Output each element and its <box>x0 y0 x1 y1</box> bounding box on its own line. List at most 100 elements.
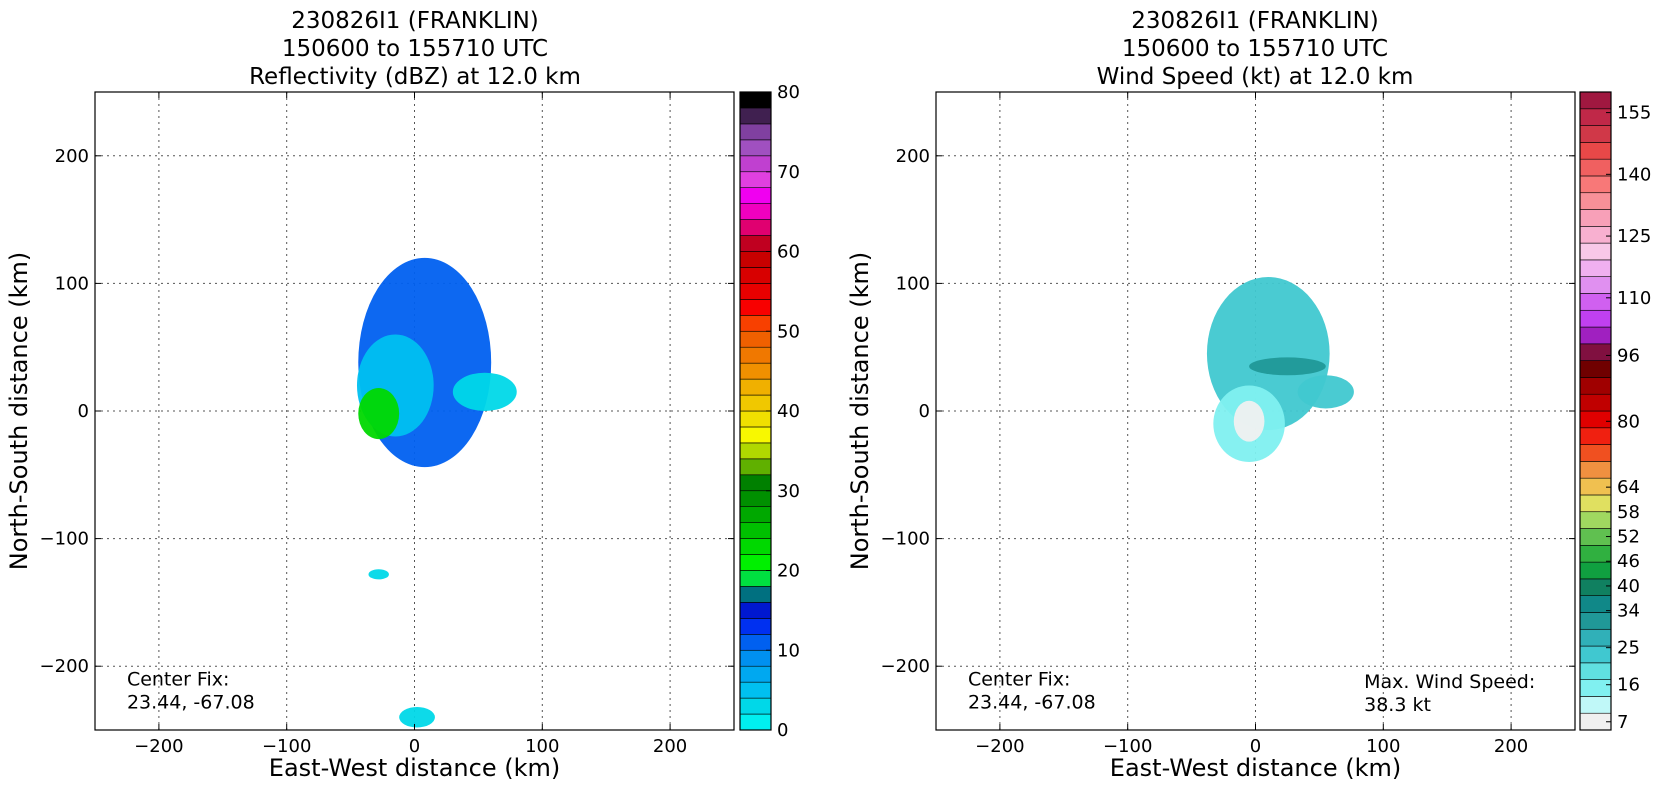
colorbar-segment-14 <box>739 490 772 507</box>
annotation-0-line-1: 23.44, -67.08 <box>127 691 255 713</box>
chart-panel-1: 230826I1 (FRANKLIN)150600 to 155710 UTCR… <box>5 8 800 782</box>
y-tick-label-2: 0 <box>78 401 89 422</box>
colorbar-segment-18 <box>739 426 772 444</box>
colorbar-segment-2 <box>1579 679 1612 697</box>
colorbar-segment-12 <box>1579 511 1612 529</box>
colorbar-segment-21 <box>739 378 772 396</box>
colorbar-segment-24 <box>1579 309 1612 328</box>
colorbar-segment-36 <box>739 139 772 157</box>
y-tick-label-4: 200 <box>55 146 89 167</box>
colorbar-tick-label-2: 20 <box>777 561 800 582</box>
y-tick-label-3: 100 <box>896 273 930 294</box>
colorbar-segment-27 <box>1579 259 1612 277</box>
colorbar-segment-6 <box>1579 612 1612 630</box>
colorbar-segment-23 <box>1579 326 1612 345</box>
colorbar-segment-39 <box>739 91 772 109</box>
colorbar-segment-29 <box>739 251 772 268</box>
data-blob-south-echo-1 <box>368 569 389 580</box>
colorbar-segment-20 <box>1579 377 1612 395</box>
colorbar-segment-3 <box>1579 662 1612 680</box>
colorbar-segment-19 <box>1579 393 1612 412</box>
x-tick-label-3: 100 <box>1366 736 1400 757</box>
colorbar-segment-7 <box>739 602 772 619</box>
chart-panel-2: 230826I1 (FRANKLIN)150600 to 155710 UTCW… <box>846 8 1651 782</box>
colorbar-tick-label-0: 7 <box>1617 712 1628 733</box>
colorbar-segment-11 <box>739 538 772 555</box>
colorbar-segment-20 <box>739 394 772 412</box>
colorbar-tick-label-9: 80 <box>1617 411 1640 432</box>
colorbar-segment-23 <box>739 346 772 364</box>
x-tick-label-2: 0 <box>1250 736 1261 757</box>
colorbar-segment-0 <box>739 713 772 731</box>
colorbar-segment-37 <box>1579 91 1612 110</box>
colorbar-segment-32 <box>739 203 772 220</box>
x-axis-label: East-West distance (km) <box>1110 754 1401 782</box>
colorbar-tick-label-11: 110 <box>1617 288 1651 309</box>
colorbar-segment-26 <box>739 299 772 316</box>
colorbar-segment-29 <box>1579 226 1612 244</box>
colorbar-tick-label-1: 16 <box>1617 675 1640 696</box>
colorbar-segment-35 <box>739 155 772 173</box>
colorbar-segment-30 <box>739 235 772 252</box>
colorbar-tick-label-14: 155 <box>1617 103 1651 124</box>
annotation-0-line-0: Center Fix: <box>968 668 1070 690</box>
chart-title-line-3: Wind Speed (kt) at 12.0 km <box>1097 64 1414 90</box>
colorbar-segment-16 <box>739 458 772 476</box>
x-axis-label: East-West distance (km) <box>269 754 560 782</box>
colorbar-tick-label-6: 52 <box>1617 527 1640 548</box>
chart-title-line-2: 150600 to 155710 UTC <box>282 36 548 62</box>
colorbar-segment-24 <box>739 330 772 348</box>
x-tick-label-4: 200 <box>1494 736 1528 757</box>
colorbar-tick-label-5: 46 <box>1617 551 1640 572</box>
colorbar-segment-1 <box>739 697 772 715</box>
colorbar-segment-34 <box>739 171 772 188</box>
colorbar-segment-25 <box>1579 293 1612 311</box>
colorbar-segment-8 <box>739 586 772 603</box>
colorbar-segment-13 <box>739 506 772 523</box>
y-tick-label-0: −200 <box>40 656 89 677</box>
colorbar-segment-25 <box>739 314 772 332</box>
colorbar-tick-label-6: 60 <box>777 242 800 263</box>
x-tick-label-2: 0 <box>409 736 420 757</box>
colorbar-segment-17 <box>1579 427 1612 445</box>
x-tick-label-3: 100 <box>525 736 559 757</box>
y-axis-label: North-South distance (km) <box>846 252 874 571</box>
colorbar-tick-label-1: 10 <box>777 640 800 661</box>
colorbar-segment-6 <box>739 618 772 635</box>
colorbar-segment-8 <box>1579 578 1612 596</box>
x-tick-label-0: −200 <box>975 736 1024 757</box>
colorbar-segment-3 <box>739 665 772 683</box>
colorbar-segment-10 <box>1579 545 1612 563</box>
colorbar-segment-36 <box>1579 108 1612 126</box>
colorbar-tick-label-0: 0 <box>777 720 788 741</box>
colorbar-segment-22 <box>739 362 772 380</box>
annotation-0-line-1: 23.44, -67.08 <box>968 691 1096 713</box>
colorbar-segment-18 <box>1579 410 1612 429</box>
x-tick-label-1: −100 <box>262 736 311 757</box>
colorbar-segment-19 <box>739 410 772 428</box>
colorbar-segment-22 <box>1579 343 1612 361</box>
colorbar-tick-label-8: 80 <box>777 82 800 103</box>
x-tick-label-0: −200 <box>134 736 183 757</box>
colorbar-segment-16 <box>1579 444 1612 462</box>
colorbar-tick-label-3: 30 <box>777 481 800 502</box>
colorbar-segment-9 <box>739 570 772 587</box>
colorbar-segment-33 <box>1579 158 1612 177</box>
x-tick-label-1: −100 <box>1103 736 1152 757</box>
colorbar-segment-4 <box>739 649 772 667</box>
colorbar-segment-5 <box>1579 628 1612 647</box>
y-tick-label-0: −200 <box>881 656 930 677</box>
data-blob-south-echo-2 <box>399 707 435 728</box>
colorbar-tick-label-13: 140 <box>1617 164 1651 185</box>
colorbar-tick-label-7: 70 <box>777 162 800 183</box>
colorbar-segment-14 <box>1579 477 1612 496</box>
colorbar-tick-label-4: 40 <box>1617 576 1640 597</box>
colorbar-tick-label-4: 40 <box>777 401 800 422</box>
colorbar-segment-38 <box>739 107 772 125</box>
colorbar-segment-28 <box>739 267 772 284</box>
colorbar-frame <box>1579 91 1612 731</box>
colorbar-segment-35 <box>1579 125 1612 143</box>
colorbar-tick-label-7: 58 <box>1617 502 1640 523</box>
colorbar-segment-31 <box>739 219 772 236</box>
